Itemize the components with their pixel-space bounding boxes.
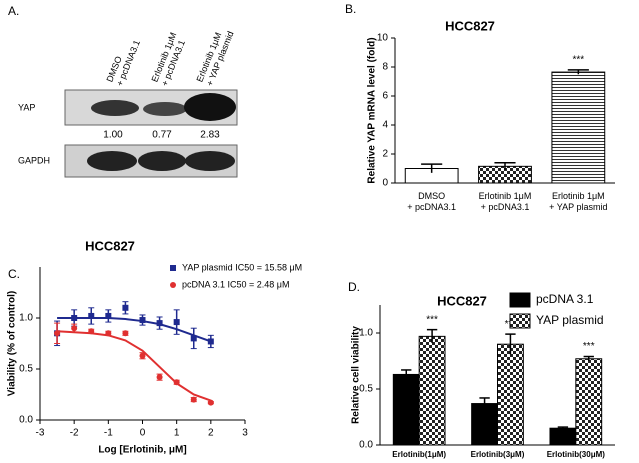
legend-label: YAP plasmid (536, 313, 604, 327)
lane-label: DMSO+ pcDNA3.1 (105, 35, 143, 88)
point (71, 315, 78, 321)
point (54, 330, 61, 337)
x-tick-label: Erlotinib(1μM) (392, 450, 446, 459)
point (207, 399, 214, 406)
point (173, 379, 180, 386)
x-tick-label: -2 (70, 428, 79, 439)
fit-curve (57, 330, 212, 402)
legend-label: pcDNA 3.1 IC50 = 2.48 μM (182, 279, 290, 289)
y-axis-label: Viability (% of control) (7, 291, 18, 396)
row-label: YAP (18, 102, 35, 112)
y-axis-label: Relative cell viability (351, 326, 362, 424)
panel-label: C. (8, 267, 20, 281)
x-tick-label: 3 (242, 428, 248, 439)
panel-label: A. (8, 4, 19, 18)
row-label: GAPDH (18, 155, 50, 165)
point (71, 325, 78, 332)
bar (549, 427, 577, 446)
point (173, 319, 180, 326)
band (185, 151, 235, 171)
lane-label: Erlotinib 1μM+ YAP plasmid (195, 26, 236, 88)
band (143, 102, 187, 116)
y-tick-label: 0.5 (19, 364, 33, 375)
fit-curve (57, 317, 212, 343)
y-tick-label: 8 (382, 62, 388, 73)
y-tick-label: 4 (382, 120, 388, 131)
bar (497, 343, 524, 446)
y-tick-label: 0.5 (359, 384, 373, 395)
lane-label: Erlotinib 1μM+ pcDNA3.1 (150, 31, 189, 88)
significance: *** (583, 341, 595, 352)
y-tick-label: 10 (377, 33, 389, 44)
band-quantity: 0.77 (152, 130, 172, 141)
significance: *** (572, 55, 584, 66)
y-tick-label: 0 (382, 178, 388, 189)
legend-marker (170, 265, 176, 271)
x-tick-label: DMSO + pcDNA3.1 (407, 191, 456, 212)
y-axis-label: Relative YAP mRNA level (fold) (367, 37, 378, 183)
legend-swatch (509, 313, 531, 329)
point (122, 304, 129, 311)
band (184, 93, 236, 121)
point (190, 396, 197, 403)
x-axis-label: Log [Erlotinib, μM] (98, 445, 186, 456)
x-tick-label: 1 (174, 428, 180, 439)
x-tick-label: Erlotinib 1μM + pcDNA3.1 (479, 191, 532, 212)
legend-label: YAP plasmid IC50 = 15.58 μM (182, 262, 302, 272)
band (138, 151, 186, 171)
point (156, 320, 163, 327)
chart-title: HCC827 (85, 238, 135, 253)
x-tick-label: Erlotinib(3μM) (471, 450, 525, 459)
panel-label: D. (348, 280, 360, 294)
x-tick-label: -1 (104, 428, 113, 439)
bar (392, 373, 420, 446)
chart-title: HCC827 (445, 18, 495, 33)
x-tick-label: Erlotinib(30μM) (547, 450, 606, 459)
bar (551, 71, 606, 184)
legend-marker (170, 282, 176, 288)
band (87, 151, 137, 171)
y-tick-label: 0.0 (359, 440, 373, 451)
panel-label: B. (345, 2, 356, 16)
y-tick-label: 6 (382, 91, 388, 102)
x-tick-label: -3 (36, 428, 45, 439)
band-quantity: 2.83 (200, 130, 220, 141)
legend-label: pcDNA 3.1 (536, 292, 594, 306)
point (139, 352, 146, 359)
significance: *** (426, 314, 438, 325)
x-tick-label: Erlotinib 1μM + YAP plasmid (549, 191, 607, 212)
bar (471, 403, 498, 446)
point (139, 317, 146, 324)
band (91, 100, 139, 116)
point (190, 335, 197, 342)
point (88, 312, 95, 319)
point (105, 312, 112, 319)
bar (418, 335, 446, 446)
y-tick-label: 0.0 (19, 415, 33, 426)
legend-swatch (509, 292, 531, 308)
chart-title: HCC827 (437, 293, 487, 308)
x-tick-label: 2 (208, 428, 214, 439)
bar (575, 358, 603, 446)
point (122, 330, 129, 337)
point (207, 338, 214, 345)
y-tick-label: 1.0 (19, 313, 33, 324)
point (88, 328, 95, 335)
point (156, 374, 163, 381)
y-tick-label: 1.0 (359, 328, 373, 339)
y-tick-label: 2 (382, 149, 388, 160)
x-tick-label: 0 (140, 428, 146, 439)
band-quantity: 1.00 (103, 130, 123, 141)
point (105, 330, 112, 337)
